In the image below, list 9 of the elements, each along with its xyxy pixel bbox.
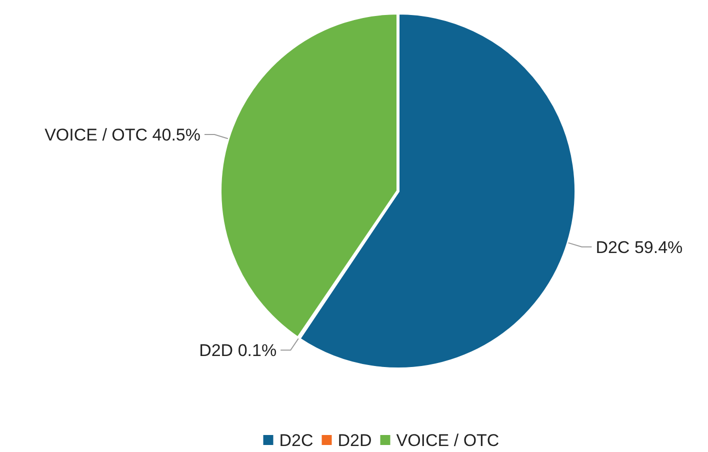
data-label: 40.5% [152,125,200,144]
data-label: 0.1% [238,341,277,360]
slice-label: VOICE / OTC [44,125,148,144]
legend-label: D2C [279,430,314,450]
legend-label: VOICE / OTC [396,430,500,450]
data-label: 59.4% [634,238,683,257]
legend-label: D2D [338,430,372,450]
slice-label: D2C [596,238,630,257]
slice-label: D2D [199,341,234,360]
